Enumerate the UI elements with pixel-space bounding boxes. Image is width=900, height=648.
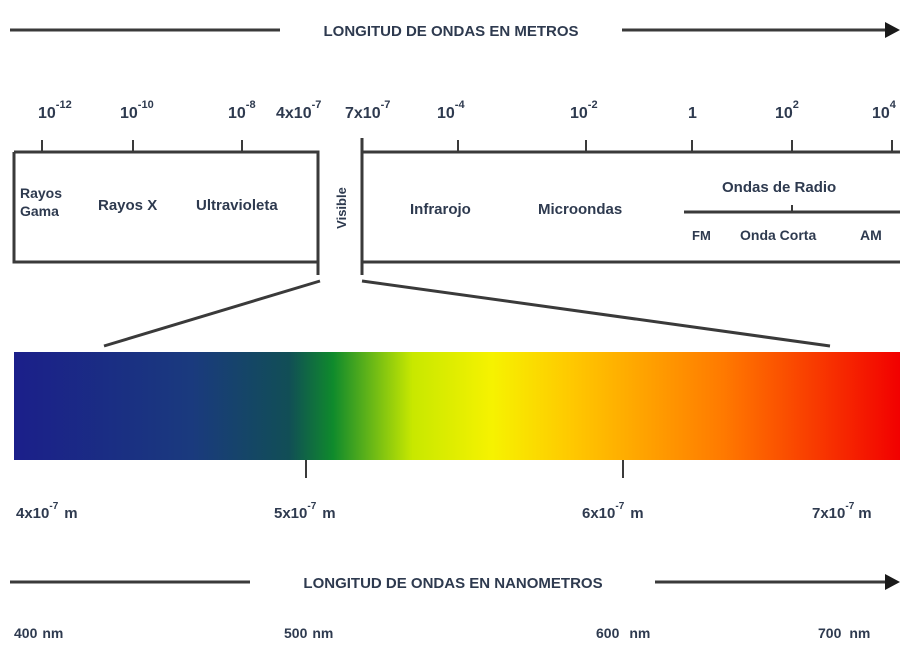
ir-label: Infrarojo [410, 201, 471, 218]
top-axis: LONGITUD DE ONDAS EN METROS [10, 22, 900, 40]
fm-label: FM [692, 228, 711, 243]
zoom-line-right [361, 279, 831, 348]
top-tick-label: 10-2 [570, 99, 598, 122]
bottom-axis: LONGITUD DE ONDAS EN NANOMETROS [10, 574, 900, 592]
top-tick-label: 104 [872, 99, 897, 122]
am-label: AM [860, 227, 882, 243]
top-tick-label: 10-12 [38, 99, 72, 122]
spectrum-tick-label: 5x10-7 m [274, 501, 336, 522]
nm-label: 500 nm [284, 625, 333, 641]
top-tick-label: 4x10-7 [276, 99, 321, 122]
radio-label: Ondas de Radio [722, 179, 836, 196]
visible-spectrum-bar [14, 352, 900, 460]
spectrum-scale: 4x10-7 m 5x10-7 m 6x10-7 m 7x10-7 m [16, 460, 872, 522]
nm-label: 700 nm [818, 625, 870, 641]
micro-label: Microondas [538, 201, 622, 218]
top-tick-label: 102 [775, 99, 799, 122]
top-axis-title: LONGITUD DE ONDAS EN METROS [323, 23, 578, 40]
top-tick-label: 10-10 [120, 99, 154, 122]
top-tick-label: 7x10-7 [345, 99, 390, 122]
top-tick-labels: 10-12 10-10 10-8 4x10-7 7x10-7 10-4 10-2… [38, 99, 897, 122]
spectrum-tick-label: 4x10-7 m [16, 501, 78, 522]
gamma-label-line1: Rayos [20, 185, 62, 201]
gamma-label-line2: Gama [20, 203, 59, 219]
spectrum-tick-label: 7x10-7 m [812, 501, 872, 522]
nm-label: 400 nm [14, 625, 63, 641]
top-tick-label: 10-4 [437, 99, 465, 122]
left-region-box: Rayos Gama Rayos X Ultravioleta [12, 140, 320, 264]
nm-label: 600 nm [596, 625, 650, 641]
nanometer-labels: 400 nm 500 nm 600 nm 700 nm [14, 625, 870, 641]
zoom-line-left [103, 279, 321, 348]
top-axis-arrowhead [885, 22, 900, 38]
short-wave-label: Onda Corta [740, 227, 816, 243]
bottom-axis-arrowhead [885, 574, 900, 590]
spectrum-tick-label: 6x10-7 m [582, 501, 644, 522]
right-region-box: Infrarojo Microondas Ondas de Radio FM O… [360, 138, 900, 264]
top-tick-label: 1 [688, 105, 697, 122]
right-box-outline-left [360, 138, 900, 264]
xray-label: Rayos X [98, 197, 157, 214]
visible-notch: Visible [316, 187, 364, 275]
bottom-axis-title: LONGITUD DE ONDAS EN NANOMETROS [303, 575, 602, 592]
uv-label: Ultravioleta [196, 197, 278, 214]
top-tick-label: 10-8 [228, 99, 256, 122]
visible-label: Visible [334, 187, 349, 229]
zoom-lines [103, 279, 831, 348]
